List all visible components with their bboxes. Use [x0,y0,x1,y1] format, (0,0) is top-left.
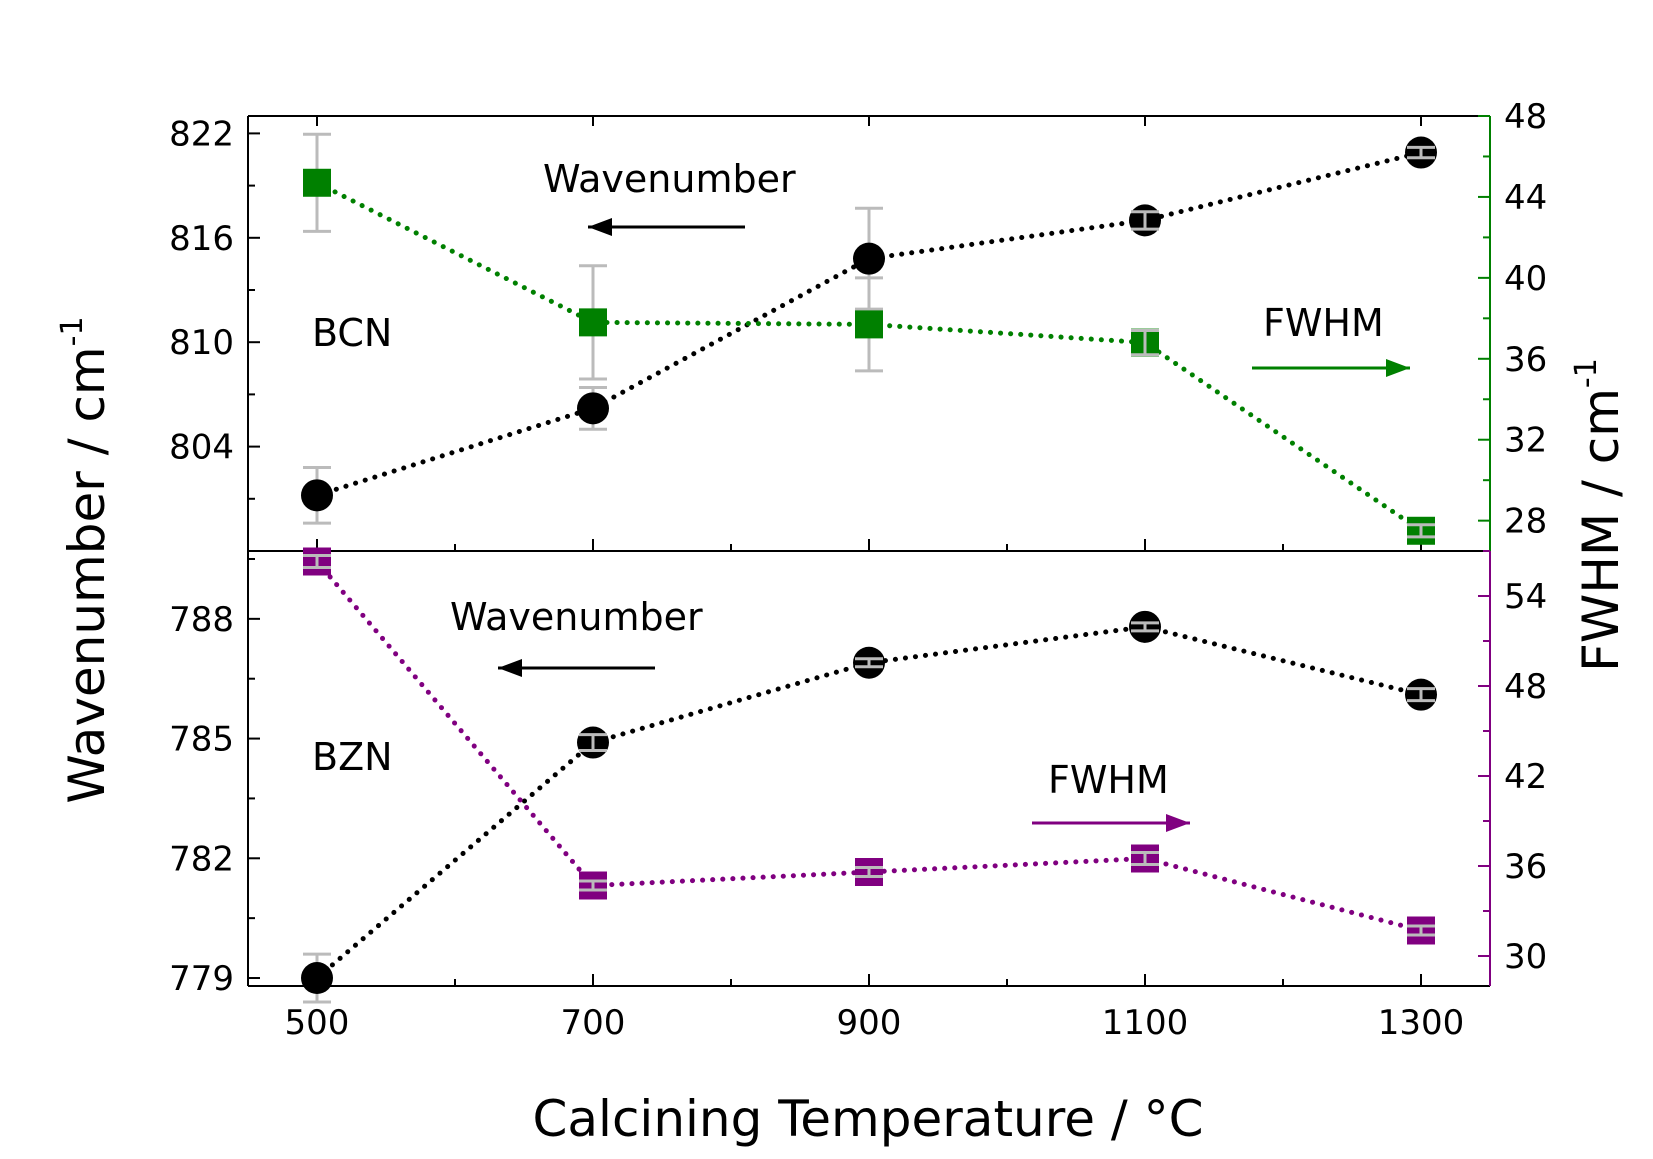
data-point-0-wavenumber-700 [577,392,609,425]
data-point-0-fwhm-500 [303,168,331,197]
right-tick-label-1-0: 30 [1504,937,1547,977]
right-tick-label-1-1: 36 [1504,847,1547,887]
right-tick-label-0-2: 36 [1504,340,1547,380]
series-line-0-wavenumber [314,150,1424,498]
arrow-fwhm-bottom-head [1166,814,1190,832]
left-tick-label-1-3: 788 [169,600,234,640]
annotation-fwhm-top: FWHM [1263,301,1384,345]
x-tick-label-4: 1300 [1378,1003,1465,1043]
left-axis-title-group: Wavenumber / cm-1 [55,316,116,803]
data-point-0-fwhm-700 [579,308,607,337]
right-tick-label-0-4: 44 [1504,178,1547,218]
left-tick-label-1-2: 785 [169,720,234,760]
right-tick-label-1-4: 54 [1504,577,1547,617]
right-tick-label-1-3: 48 [1504,667,1547,707]
x-tick-label-1: 700 [561,1003,626,1043]
data-point-0-wavenumber-900 [853,242,885,275]
series-line-1-fwhm [314,559,1424,933]
annotation-wavenumber-bottom: Wavenumber [450,595,703,639]
right-tick-label-1-2: 42 [1504,757,1547,797]
panel-label-bottom: BZN [312,735,393,779]
data-point-0-fwhm-900 [855,310,883,339]
annotation-fwhm-bottom: FWHM [1048,758,1169,802]
right-tick-label-0-3: 40 [1504,259,1547,299]
right-tick-label-0-0: 28 [1504,502,1547,542]
x-tick-label-0: 500 [285,1003,350,1043]
arrow-wavenumber-bottom-head [498,659,522,677]
data-point-0-wavenumber-500 [301,479,333,512]
right-tick-label-0-1: 32 [1504,421,1547,461]
x-tick-label-2: 900 [837,1003,902,1043]
annotation-wavenumber-top: Wavenumber [543,157,796,201]
panel-label-top: BCN [312,311,392,355]
left-tick-label-1-1: 782 [169,839,234,879]
arrow-wavenumber-top-head [588,218,612,236]
left-tick-label-0-0: 804 [169,428,234,468]
x-tick-label-3: 1100 [1102,1003,1189,1043]
x-axis-title: Calcining Temperature / °C [533,1090,1204,1148]
data-point-1-wavenumber-500 [301,962,333,995]
arrow-fwhm-top-head [1386,359,1410,377]
left-tick-label-0-2: 816 [169,219,234,259]
left-axis-title: Wavenumber / cm-1 [55,316,116,803]
series-line-1-wavenumber [314,624,1424,981]
left-tick-label-1-0: 779 [169,959,234,999]
right-axis-title-group: FWHM / cm-1 [1569,358,1630,672]
right-tick-label-0-5: 48 [1504,97,1547,137]
right-axis-title: FWHM / cm-1 [1569,358,1630,672]
left-tick-label-0-3: 822 [169,114,234,154]
left-tick-label-0-1: 810 [169,323,234,363]
